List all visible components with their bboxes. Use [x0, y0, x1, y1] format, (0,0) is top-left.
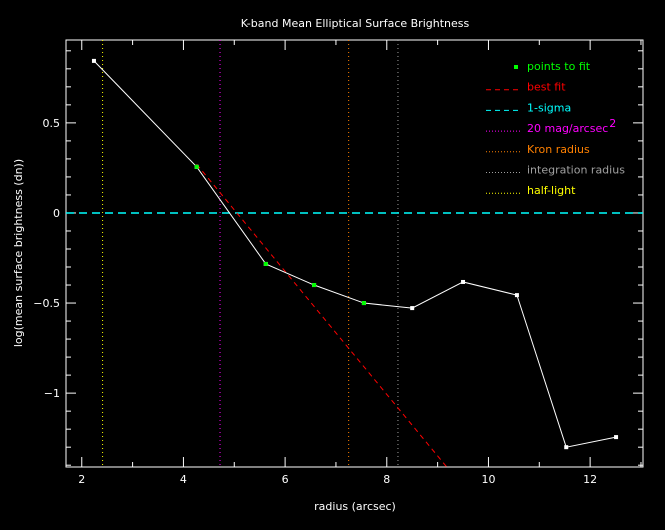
- y-axis-label: log(mean surface brightness (dn)): [12, 159, 25, 347]
- profile-point: [461, 279, 466, 284]
- legend: points to fit best fit 1-sigma 20 mag/arcse…: [486, 60, 625, 197]
- fit-point: [312, 283, 317, 288]
- x-tick-label: 10: [481, 473, 495, 486]
- legend-kron-radius: Kron radius: [527, 143, 590, 156]
- profile-point: [564, 445, 569, 450]
- y-tick-label: −1: [44, 387, 60, 400]
- legend-best-fit: best fit: [527, 81, 566, 94]
- best-fit-line: [196, 163, 448, 468]
- profile-line: [93, 60, 617, 448]
- x-tick-label: 12: [583, 473, 597, 486]
- fit-point: [194, 164, 199, 169]
- y-tick-label: 0: [53, 207, 60, 220]
- plot-frame: [65, 39, 644, 468]
- x-tick-label: 8: [383, 473, 390, 486]
- x-tick-label: 2: [78, 473, 85, 486]
- legend-half-light: half-light: [527, 184, 576, 197]
- legend-1-sigma: 1-sigma: [527, 101, 571, 114]
- fit-point: [263, 261, 268, 266]
- x-tick-label: 4: [180, 473, 187, 486]
- profile-point: [614, 435, 619, 440]
- y-tick-label: −0.5: [33, 297, 60, 310]
- x-axis-label: radius (arcsec): [314, 500, 396, 513]
- y-tick-label: 0.5: [43, 117, 61, 130]
- legend-points-to-fit: points to fit: [527, 60, 591, 73]
- superscript: 2: [609, 117, 616, 130]
- profile-point: [410, 306, 415, 311]
- x-tick-label: 6: [282, 473, 289, 486]
- profile-point: [91, 58, 96, 63]
- legend-integration-radius: integration radius: [527, 164, 625, 177]
- profile-point: [514, 293, 519, 298]
- fit-point: [361, 301, 366, 306]
- chart-title: K-band Mean Elliptical Surface Brightnes…: [241, 17, 470, 30]
- legend-marker: [514, 65, 518, 69]
- legend-20-mag-arcsec: 20 mag/arcsec: [527, 122, 608, 135]
